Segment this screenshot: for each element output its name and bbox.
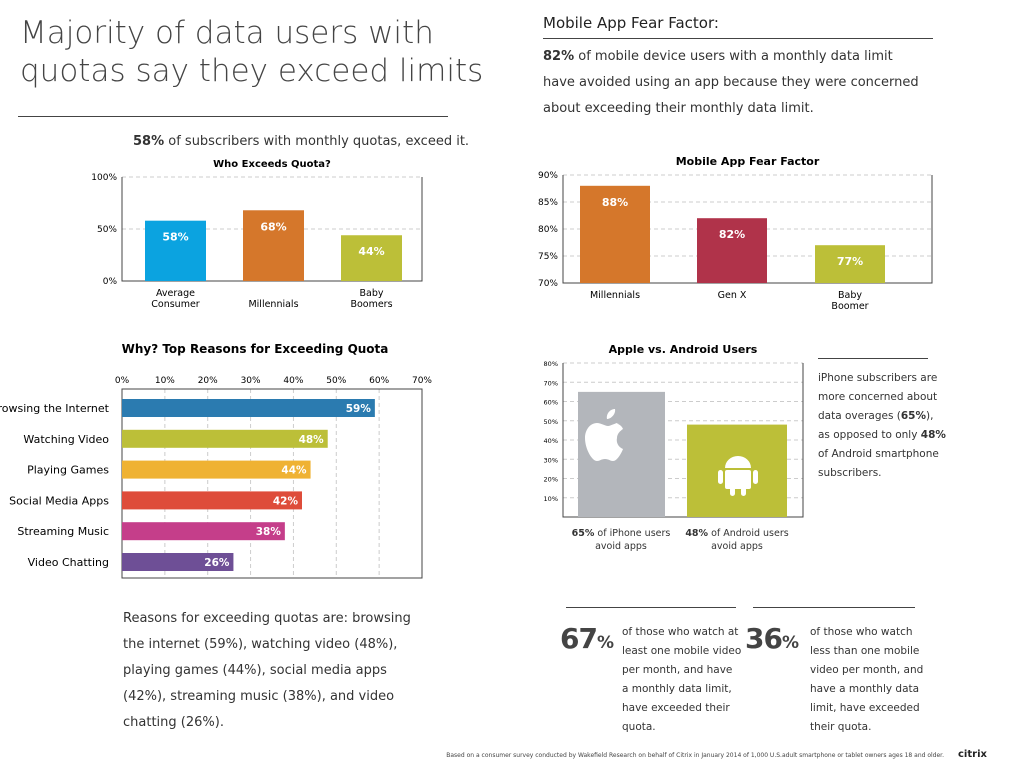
y-tick-label: 30% [544,456,558,464]
bar-3 [122,491,302,510]
x-tick-label: 70% [412,376,432,386]
y-category-label: Playing Games [27,464,109,477]
divider [543,38,933,39]
plot-frame [562,363,804,518]
x-tick-label: 30% [241,376,261,386]
y-tick-label: 50% [544,418,558,426]
bar-1 [697,218,767,283]
bar-value-label: 44% [281,465,307,477]
bar-value-label: 42% [273,495,299,507]
bar-value-label: 82% [719,228,745,241]
y-tick-label: 80% [538,225,558,235]
chart-title: Who Exceeds Quota? [213,159,331,170]
y-tick-label: 20% [544,476,558,484]
android-leg [730,487,735,496]
y-tick-label: 90% [538,171,558,181]
x-tick-label: 10% [155,376,175,386]
bar-4 [122,522,285,541]
subtitle: 58% of subscribers with monthly quotas, … [133,134,470,149]
chart-title: Why? Top Reasons for Exceeding Quota [122,342,389,356]
bar-2 [122,460,311,479]
y-tick-label: 80% [544,360,558,368]
x-category-label: Baby [360,288,384,299]
x-category-label: Boomers [350,299,392,310]
android-category-label: 48% of Android users avoid apps [685,528,789,552]
android-arm [718,470,723,484]
main-title: Majority of data users with quotas say th… [20,15,484,89]
bar-5 [122,553,234,571]
bar-1 [243,210,304,281]
y-tick-label: 85% [538,198,558,208]
android-leg [741,487,746,496]
chart-title: Apple vs. Android Users [609,343,758,356]
y-category-label: Streaming Music [17,525,109,538]
y-category-label: Video Chatting [28,556,109,569]
bar-value-label: 77% [837,255,863,268]
bar-value-label: 44% [358,245,384,258]
bar-value-label: 88% [602,196,628,209]
divider [753,607,915,608]
apple-icon [585,409,623,461]
y-tick-label: 75% [538,252,558,262]
bar-1 [122,429,328,448]
y-tick-label: 70% [544,379,558,387]
footer-note: Based on a consumer survey conducted by … [446,752,944,759]
x-tick-label: 60% [369,376,389,386]
bar-value-label: 58% [162,231,188,244]
stat1-value: 67% [560,622,614,655]
y-tick-label: 70% [538,279,558,289]
x-tick-label: 20% [198,376,218,386]
plot-frame [121,388,423,579]
y-tick-label: 10% [544,495,558,503]
stat1-text: of those who watch at least one mobile v… [622,626,742,733]
y-tick-label: 40% [544,437,558,445]
x-category-label: Average [156,288,195,299]
y-category-label: Watching Video [23,433,109,446]
divider [566,607,736,608]
apple-shape [585,409,623,461]
intro-text: 82% of mobile device users with a monthl… [543,49,919,116]
x-category-label: Millennials [248,299,298,310]
x-category-label: Gen X [718,290,747,301]
chart-title: Mobile App Fear Factor [676,155,820,168]
divider [18,116,448,117]
iphone-note: iPhone subscribers are more concerned ab… [818,372,946,479]
x-tick-label: 40% [283,376,303,386]
citrix-logo: citrix [958,749,987,760]
bar-2 [815,245,885,283]
y-tick-label: 50% [97,225,117,235]
bar-2 [341,235,402,281]
android-arm [753,470,758,484]
bar-value-label: 38% [256,526,282,538]
x-category-label: Millennials [590,290,640,301]
section-heading: Mobile App Fear Factor: [543,14,719,32]
android-body [725,470,751,489]
stat2-value: 36% [745,622,799,655]
iphone-category-label: 65% of iPhone users avoid apps [571,528,671,552]
bar-value-label: 59% [346,403,372,415]
android-head [725,456,751,468]
y-tick-label: 60% [544,399,558,407]
bar-0 [580,185,650,283]
bar-0 [145,220,206,281]
reasons-text: Reasons for exceeding quotas are: browsi… [123,611,411,730]
divider [818,358,928,359]
bar-value-label: 26% [204,557,230,569]
x-category-label: Boomer [831,301,868,312]
y-category-label: Social Media Apps [9,494,109,507]
android-icon [718,456,758,496]
y-category-label: Browsing the Internet [0,402,110,415]
bar-0 [122,399,375,417]
x-category-label: Baby [838,290,862,301]
x-tick-label: 0% [115,376,130,386]
x-tick-label: 50% [326,376,346,386]
y-tick-label: 0% [103,277,118,287]
stat2-text: of those who watch less than one mobile … [810,626,924,733]
y-tick-label: 100% [91,173,117,183]
bar-value-label: 68% [260,220,286,233]
bar-value-label: 48% [299,434,325,446]
x-category-label: Consumer [151,299,200,310]
